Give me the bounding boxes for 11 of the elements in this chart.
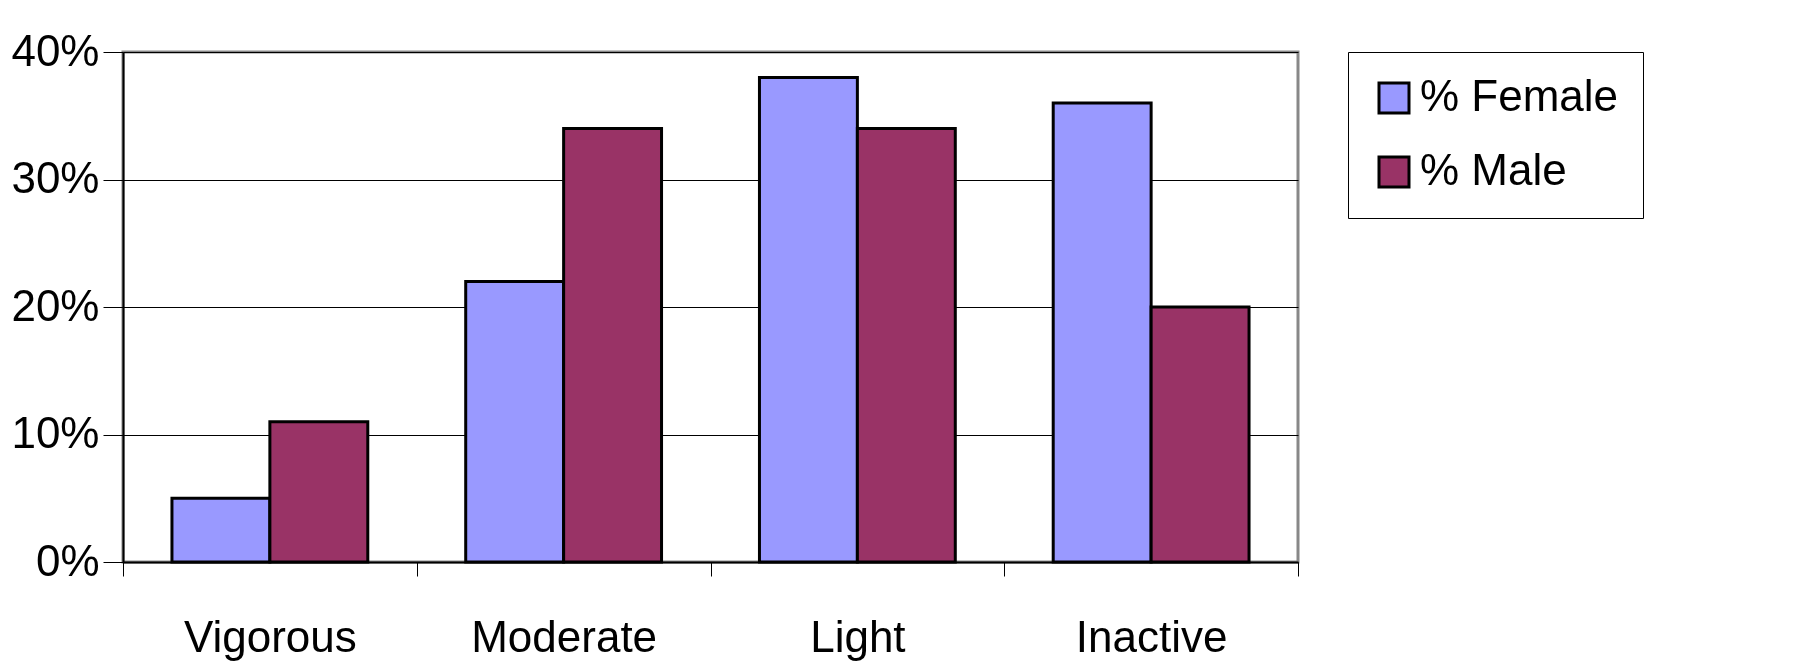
x-tick-label: Inactive [1075, 611, 1228, 661]
y-tick-label: 40% [11, 25, 100, 75]
legend-label: % Female [1420, 71, 1619, 120]
x-tick-label: Moderate [471, 611, 658, 661]
x-tick-label: Vigorous [183, 611, 357, 661]
y-tick-label: 20% [11, 280, 100, 330]
y-tick-label: 10% [11, 408, 100, 457]
legend-label: % Male [1420, 145, 1567, 194]
y-tick-label: 0% [35, 535, 100, 585]
y-tick-label: 30% [11, 153, 100, 202]
x-tick-label: Light [810, 611, 906, 661]
